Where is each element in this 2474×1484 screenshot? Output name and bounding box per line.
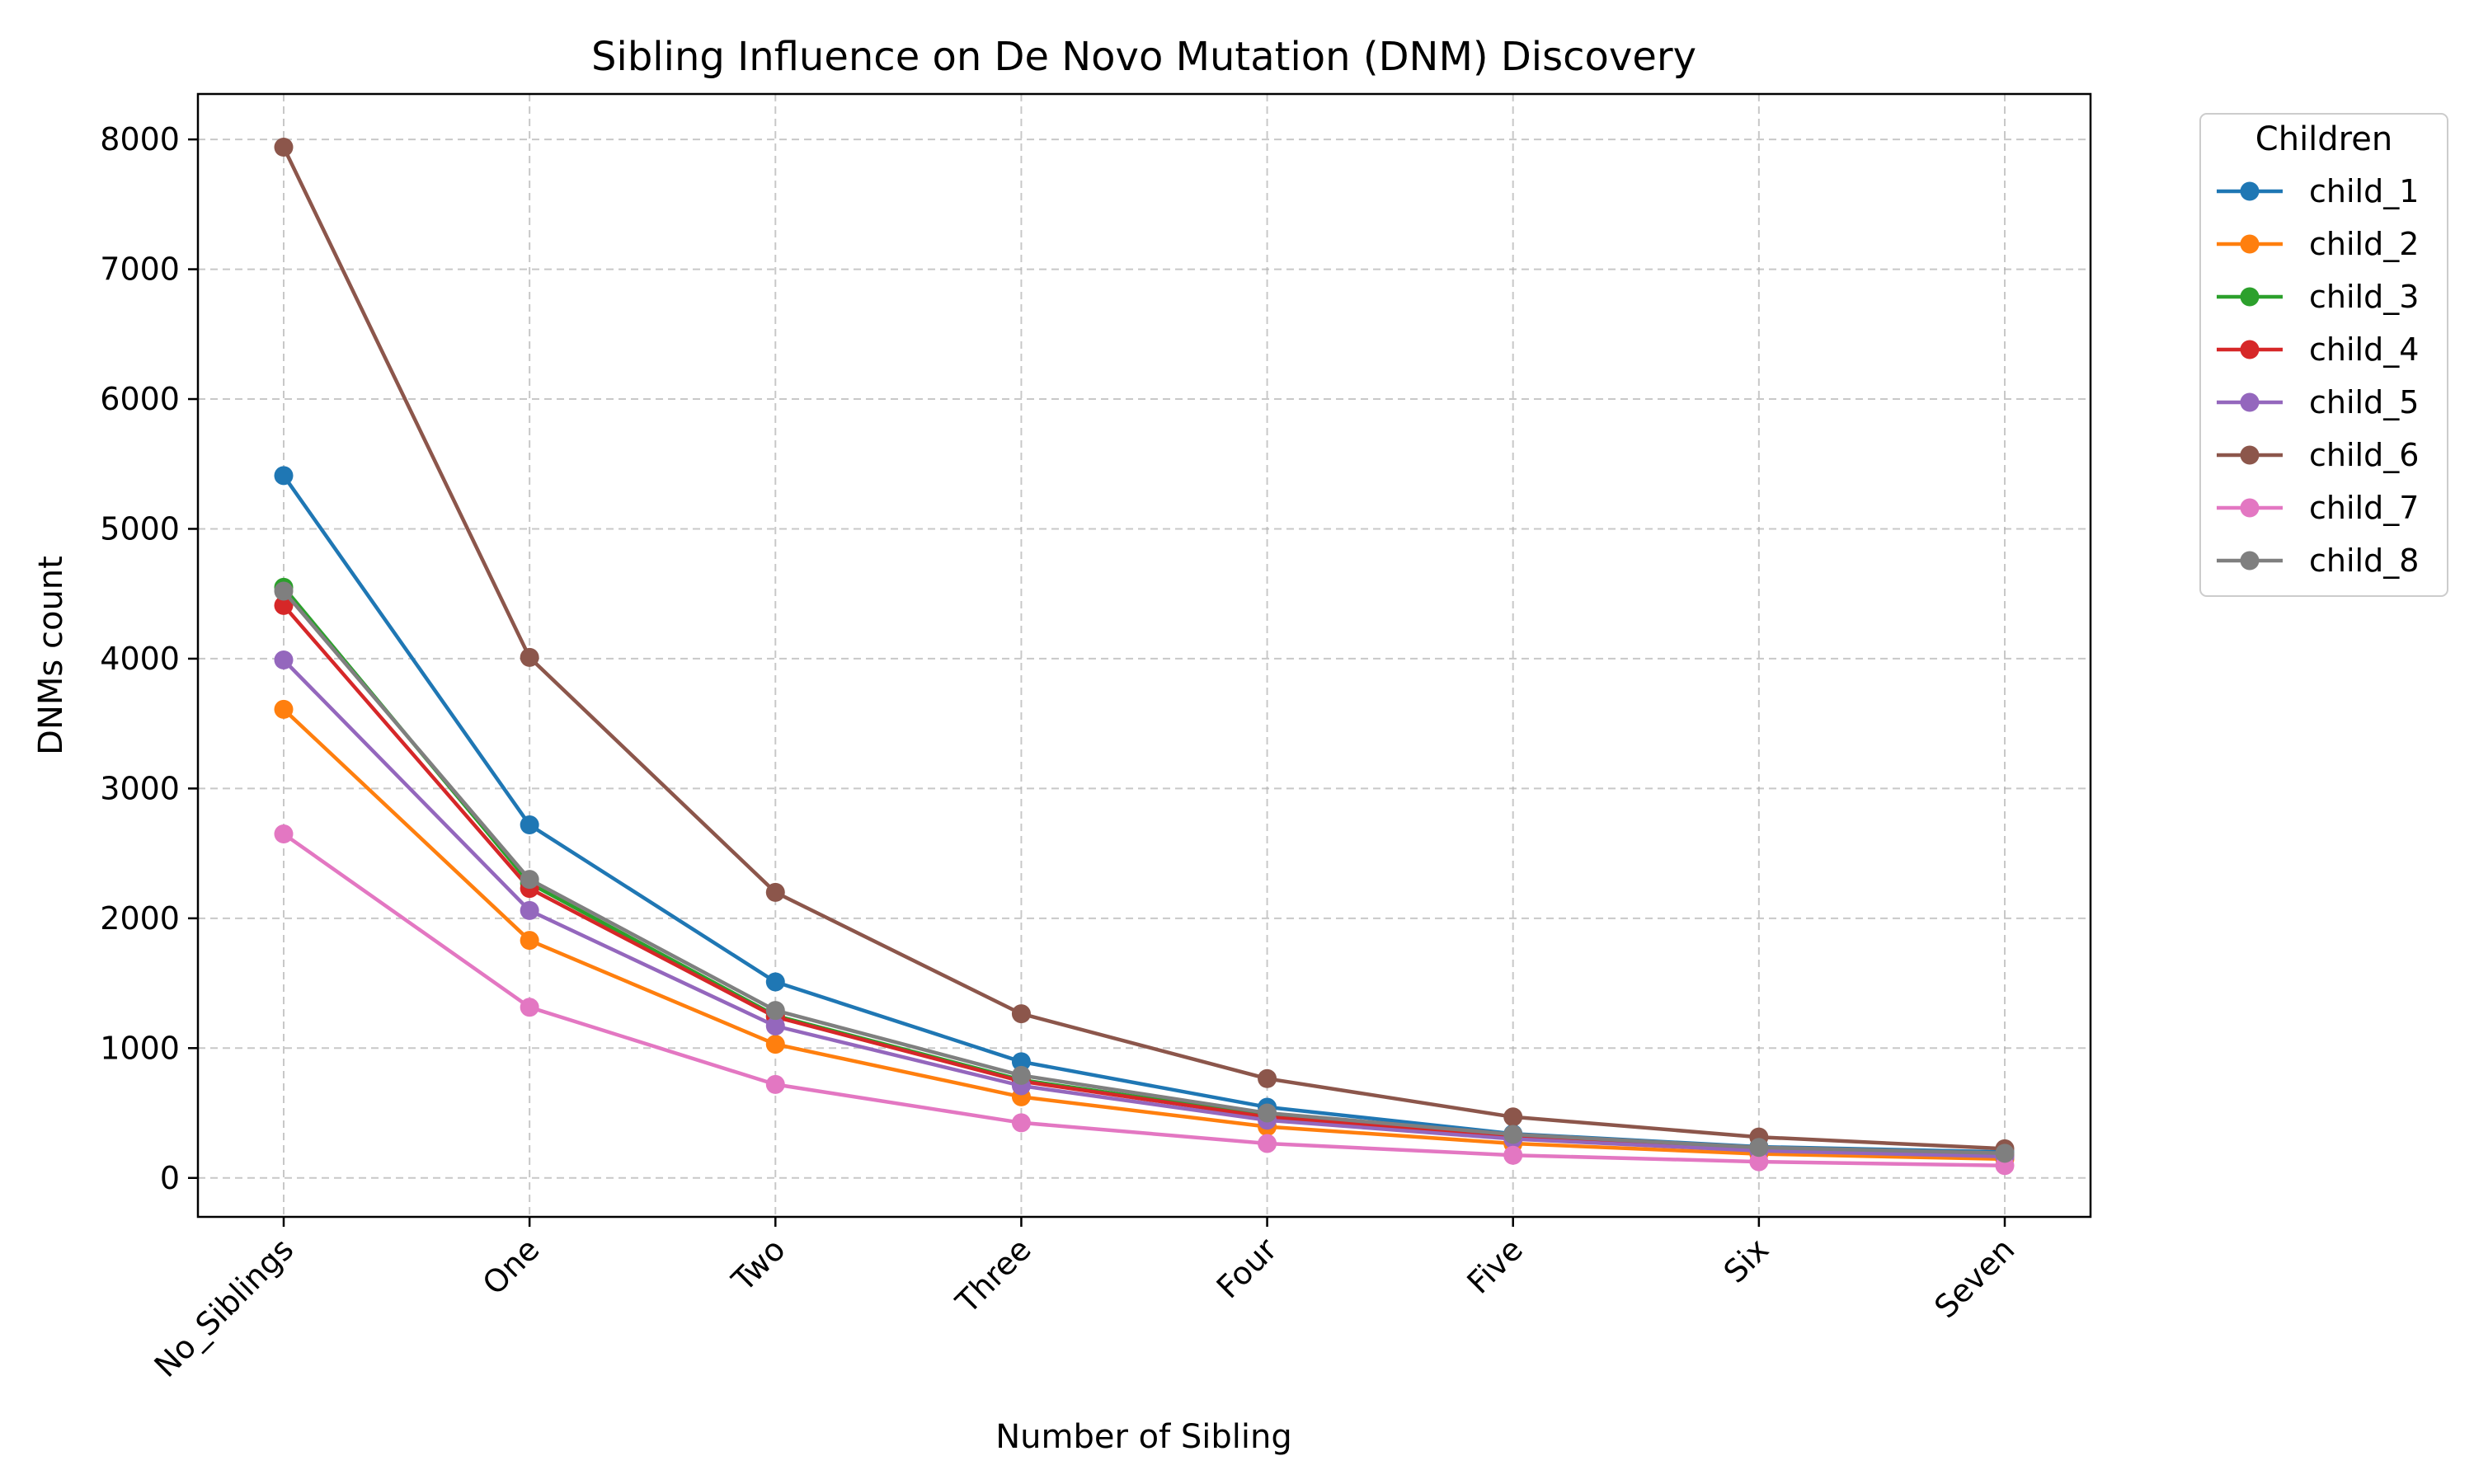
data-point [274,466,294,486]
data-point [274,595,294,615]
data-point [274,699,294,719]
legend-marker [2240,498,2260,518]
data-point [1011,1113,1031,1133]
legend-item: child_2 [2217,226,2419,262]
series-line [282,832,2006,1168]
legend-label: child_3 [2309,279,2419,315]
data-point [1749,1138,1769,1158]
legend-label: child_1 [2309,173,2419,209]
data-point [1749,1152,1769,1172]
legend-label: child_8 [2309,542,2419,579]
legend-item: child_4 [2217,331,2419,368]
data-point [1995,1144,2015,1163]
y-axis-label: DNMs count [32,556,70,755]
x-axis-label: Number of Sibling [995,1418,1292,1456]
y-tick-label: 8000 [100,121,180,157]
data-point [520,931,539,951]
data-point [274,138,294,157]
data-point [520,900,539,920]
data-point [520,815,539,834]
y-tick-label: 6000 [100,381,180,417]
data-point [520,647,539,667]
data-point [274,581,294,601]
y-tick-label: 5000 [100,510,180,547]
data-point [274,650,294,670]
data-point [1503,1145,1523,1165]
legend-label: child_4 [2309,331,2419,368]
legend-item: child_1 [2217,173,2419,209]
legend-marker [2240,287,2260,307]
y-tick-label: 7000 [100,251,180,288]
legend-item: child_5 [2217,384,2419,420]
legend-items: child_1 child_2 child_3 child_4 child_5child… [2217,173,2419,579]
series-child_8 [274,581,2015,1163]
series-line [282,589,2006,1156]
data-point [1258,1103,1277,1123]
y-tick-label: 3000 [100,770,180,806]
data-point [765,882,785,902]
data-point [765,1074,785,1094]
y-tick-label: 2000 [100,900,180,937]
series-line [282,658,2006,1159]
legend-label: child_6 [2309,437,2419,473]
series-child_7 [274,824,2015,1176]
series-line [281,146,2006,1151]
data-point [520,870,539,890]
data-point [1258,1068,1277,1088]
data-point [1011,1004,1031,1024]
y-tick-label: 4000 [100,641,180,677]
legend: Children child_1child_2child_3child_4chi… [2199,113,2448,597]
grid [198,94,2091,1217]
legend-marker [2240,234,2260,254]
legend-item: child_8 [2217,542,2419,579]
legend-marker [2240,392,2260,412]
legend-item: child_7 [2217,490,2419,526]
series-line [282,707,2006,1162]
plot-frame [196,92,2092,1219]
legend-label: child_7 [2309,490,2419,526]
data-point [274,824,294,844]
legend-box [2199,113,2448,597]
chart-title: Sibling Influence on De Novo Mutation (D… [591,34,1696,80]
series-layer [274,138,2015,1176]
legend-label: child_5 [2309,384,2419,420]
legend-label: child_2 [2309,226,2419,262]
data-point [1503,1125,1523,1144]
legend-item: child_6 [2217,437,2419,473]
data-point [1011,1052,1031,1072]
data-point [1503,1107,1523,1127]
legend-marker [2240,181,2260,201]
data-point [520,998,539,1017]
legend-marker [2240,551,2260,571]
legend-marker [2240,340,2260,359]
data-point [765,1017,785,1036]
data-point [765,1001,785,1021]
data-point [765,1035,785,1054]
legend-marker [2240,445,2260,465]
legend-item: child_3 [2217,279,2419,315]
y-tick-label: 1000 [100,1030,180,1066]
legend-title: Children [2255,120,2392,158]
y-tick-label: 0 [160,1160,180,1196]
data-point [1258,1134,1277,1153]
data-point [1011,1065,1031,1085]
data-point [765,972,785,992]
